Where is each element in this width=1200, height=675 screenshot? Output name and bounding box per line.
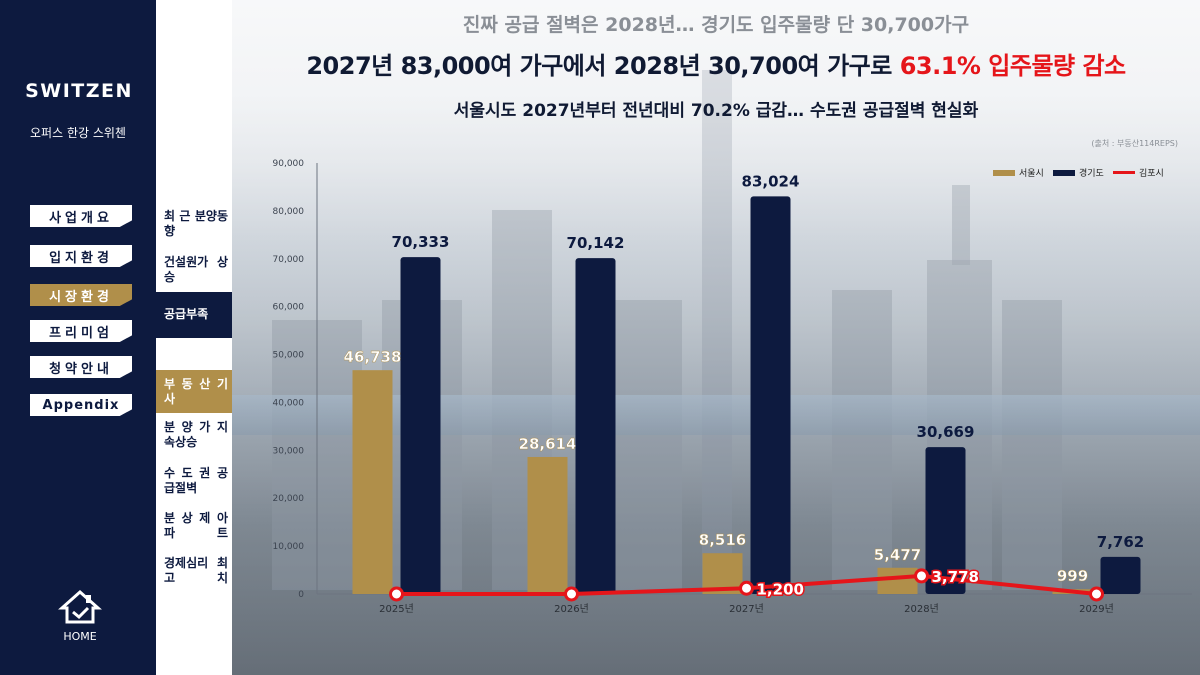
x-tick-label: 2027년 xyxy=(729,603,764,615)
data-label-seoul: 28,614 xyxy=(519,435,577,453)
x-tick-label: 2025년 xyxy=(379,603,414,615)
legend-swatch-seoul xyxy=(993,169,1015,176)
x-tick-label: 2029년 xyxy=(1079,603,1114,615)
data-label-gyeonggi: 7,762 xyxy=(1097,533,1144,551)
data-label-gyeonggi: 30,669 xyxy=(917,423,975,441)
data-label-seoul: 999 xyxy=(1057,567,1088,585)
nav-item-location[interactable]: 입지환경 xyxy=(30,245,132,267)
home-icon xyxy=(58,589,102,624)
legend-label-gyeonggi: 경기도 xyxy=(1079,169,1104,179)
y-tick-label: 40,000 xyxy=(273,398,305,408)
x-tick-label: 2028년 xyxy=(904,603,939,615)
y-tick-label: 50,000 xyxy=(273,351,305,361)
headline-sub: 서울시도 2027년부터 전년대비 70.2% 급감… 수도권 공급절벽 현실화 xyxy=(453,101,979,121)
brand-logo: SWITZEN xyxy=(25,80,133,102)
bar-gyeonggi xyxy=(400,257,441,594)
bar-gyeonggi xyxy=(575,258,616,594)
bar-gyeonggi xyxy=(925,447,966,594)
y-tick-label: 90,000 xyxy=(273,159,305,169)
bar-gyeonggi xyxy=(1100,556,1141,594)
source-note: (출처 : 부동산114REPS) xyxy=(1091,139,1178,148)
sub-item-economic-sentiment[interactable]: 경제심리 최 고 치 xyxy=(164,556,228,585)
sub-item-real-estate-news[interactable]: 부 동 산 기 사 xyxy=(164,377,228,406)
nav-item-business-overview[interactable]: 사업개요 xyxy=(30,205,132,227)
point-gimpo xyxy=(739,580,754,596)
legend-gimpo: 김포시 xyxy=(1113,166,1164,179)
sub-item-supply-cliff[interactable]: 수 도 권 공급절벽 xyxy=(164,466,228,495)
y-tick-label: 80,000 xyxy=(273,207,305,217)
x-tick-label: 2026년 xyxy=(554,603,589,615)
supply-chart: 0 10,000 20,000 30,000 40,000 50,000 60,000 70,… xyxy=(273,159,1192,615)
point-gimpo xyxy=(1089,586,1104,602)
data-label-gimpo: 3,778 xyxy=(932,568,979,586)
headline-main-highlight: 63.1% 입주물량 감소 xyxy=(899,52,1126,80)
point-gimpo xyxy=(564,586,579,602)
y-tick-label: 0 xyxy=(298,590,304,600)
legend-seoul: 서울시 xyxy=(993,166,1044,179)
y-tick-label: 20,000 xyxy=(273,494,305,504)
home-button[interactable]: HOME xyxy=(50,589,110,643)
sidebar: SWITZEN 오퍼스 한강 스위첸 사업개요 입지환경 시장환경 프리미엄 청… xyxy=(0,0,156,675)
bar-seoul xyxy=(527,456,568,594)
brand-subtitle: 오퍼스 한강 스위첸 xyxy=(30,126,126,140)
nav-item-premium[interactable]: 프리미엄 xyxy=(30,320,132,342)
sub-navigation: 최 근 분양동향 건설원가 상 승 공급부족 부 동 산 기 사 분 양 가 지… xyxy=(156,0,232,675)
y-tick-label: 60,000 xyxy=(273,303,305,313)
sub-item-price-cap[interactable]: 분 상 제 아 파 트 xyxy=(164,511,228,540)
sub-active-highlight xyxy=(156,292,232,338)
city-background xyxy=(232,0,1200,675)
home-label: HOME xyxy=(63,630,97,643)
nav-item-market[interactable]: 시장환경 xyxy=(30,284,132,306)
data-label-gyeonggi: 70,142 xyxy=(567,234,625,252)
data-label-gimpo: 1,200 xyxy=(757,580,804,598)
sub-current-highlight xyxy=(156,370,232,413)
sub-item-recent-sales[interactable]: 최 근 분양동향 xyxy=(164,209,228,238)
data-label-seoul: 5,477 xyxy=(874,546,921,564)
legend-gyeonggi: 경기도 xyxy=(1053,166,1104,179)
nav-item-appendix[interactable]: Appendix xyxy=(30,394,132,416)
sub-item-supply-shortage[interactable]: 공급부족 xyxy=(164,307,209,321)
bar-gyeonggi xyxy=(750,196,791,594)
bar-seoul xyxy=(352,370,393,594)
sub-item-construction-cost[interactable]: 건설원가 상 승 xyxy=(164,255,228,284)
legend-label-seoul: 서울시 xyxy=(1019,169,1044,179)
headline-top: 진짜 공급 절벽은 2028년… 경기도 입주물량 단 30,700가구 xyxy=(462,14,970,36)
legend-swatch-gyeonggi xyxy=(1053,169,1075,176)
data-label-gyeonggi: 83,024 xyxy=(742,172,800,190)
sub-item-price-rise[interactable]: 분 양 가 지속상승 xyxy=(164,420,228,449)
y-tick-label: 30,000 xyxy=(273,446,305,456)
legend-label-gimpo: 김포시 xyxy=(1139,169,1164,179)
legend-swatch-gimpo xyxy=(1113,171,1135,174)
y-tick-label: 10,000 xyxy=(273,542,305,552)
bar-seoul xyxy=(877,567,918,594)
y-tick-label: 70,000 xyxy=(273,255,305,265)
data-label-seoul: 46,738 xyxy=(344,348,402,366)
nav-item-subscription[interactable]: 청약안내 xyxy=(30,356,132,378)
data-label-seoul: 8,516 xyxy=(699,531,746,549)
headline-main: 2027년 83,000여 가구에서 2028년 30,700여 가구로 63.… xyxy=(232,46,1200,81)
point-gimpo xyxy=(389,586,404,602)
headline-main-prefix: 2027년 83,000여 가구에서 2028년 30,700여 가구로 xyxy=(306,52,900,80)
point-gimpo xyxy=(914,568,929,584)
data-label-gyeonggi: 70,333 xyxy=(392,233,450,251)
